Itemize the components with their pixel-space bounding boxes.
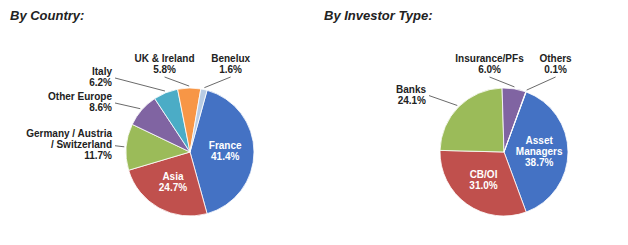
- slice-label-line: / Switzerland: [51, 139, 112, 150]
- leader-line: [204, 77, 230, 88]
- leader-line: [115, 103, 140, 109]
- slice-label: CB/OI: [470, 169, 498, 180]
- slice-value-label: 6.2%: [89, 77, 112, 88]
- slice-value-label: 41.4%: [211, 151, 239, 162]
- slice-value-label: 31.0%: [469, 180, 497, 191]
- slice-value-label: 5.8%: [153, 64, 176, 75]
- slice-value-label: 0.1%: [544, 64, 567, 75]
- slice-label-line: France: [209, 140, 242, 151]
- slice-label-line: Asset: [526, 135, 554, 146]
- slice-label: Insurance/PFs: [455, 53, 524, 64]
- wedges: [126, 88, 254, 216]
- leader-line: [115, 78, 165, 91]
- slice-label-line: Benelux: [211, 53, 250, 64]
- slice-value-label: 11.7%: [84, 150, 112, 161]
- slice-value-label: 6.0%: [478, 64, 501, 75]
- wedges: [440, 88, 568, 216]
- slice-label: France: [209, 140, 242, 151]
- slice: [190, 89, 207, 152]
- pie-panel: By Investor Type: AssetManagers38.7% CB/OI…: [324, 8, 572, 216]
- leader-line: [165, 77, 190, 86]
- slice-label: Benelux: [211, 53, 250, 64]
- slice-label: Banks: [396, 84, 426, 95]
- title: By Country:: [10, 8, 84, 23]
- slice-value-label: 38.7%: [525, 157, 553, 168]
- leader-line: [115, 146, 124, 147]
- slice-value-label: 24.7%: [159, 182, 187, 193]
- leader-line: [527, 77, 556, 90]
- slice-label-line: Banks: [396, 84, 426, 95]
- slice-label-line: Other Europe: [48, 91, 112, 102]
- slice-label-line: UK & Ireland: [135, 53, 195, 64]
- slice-label: Other Europe: [48, 91, 112, 102]
- leader-line: [429, 96, 457, 106]
- leader-line: [490, 77, 515, 87]
- slice: [502, 88, 526, 152]
- slice-label: UK & Ireland: [135, 53, 195, 64]
- slice-label-line: Insurance/PFs: [455, 53, 524, 64]
- slice-label-line: Others: [539, 53, 572, 64]
- slice-label-line: Italy: [92, 66, 112, 77]
- slice-label-line: CB/OI: [470, 169, 498, 180]
- slice-label: Others: [539, 53, 572, 64]
- pie-panel: By Country: France41.4% Asia24.7% Italy6.2%…: [10, 8, 254, 216]
- slice-value-label: 24.1%: [398, 95, 426, 106]
- slice: [440, 88, 504, 152]
- slice-value-label: 1.6%: [219, 64, 242, 75]
- slice-label: Asia: [162, 171, 184, 182]
- slice-label-line: Managers: [516, 146, 563, 157]
- slice: [440, 150, 526, 216]
- slice-label: AssetManagers: [516, 135, 563, 157]
- slice: [504, 92, 526, 152]
- slice-label: Germany / Austria/ Switzerland: [26, 128, 112, 150]
- slice-value-label: 8.6%: [89, 102, 112, 113]
- slice-label-line: Germany / Austria: [26, 128, 112, 139]
- title: By Investor Type:: [324, 8, 433, 23]
- slice-label-line: Asia: [162, 171, 184, 182]
- slice-label: Italy: [92, 66, 112, 77]
- chart: By Country: France41.4% Asia24.7% Italy6.2%…: [0, 0, 628, 245]
